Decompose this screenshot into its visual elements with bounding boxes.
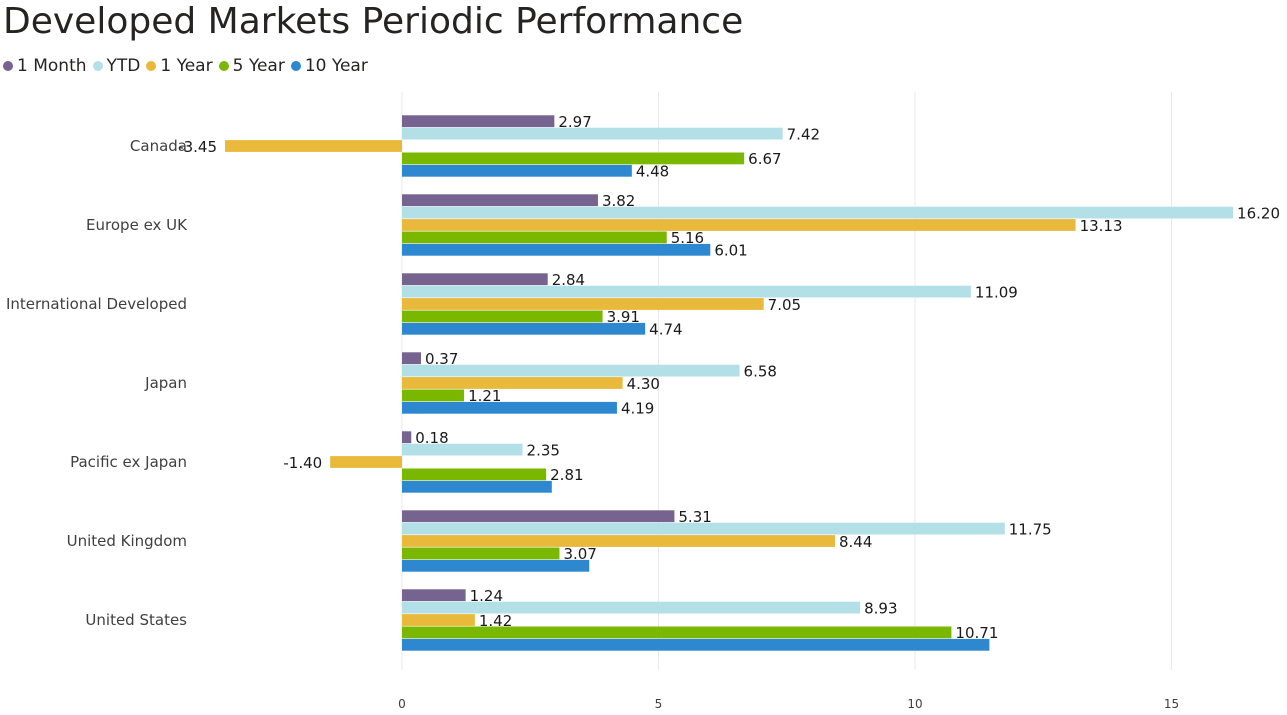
data-label: 0.18 [415, 429, 448, 447]
legend-dot-icon [290, 61, 301, 71]
data-label: 8.44 [839, 533, 872, 551]
legend-item-3[interactable]: 5 Year [218, 56, 285, 76]
data-label: 5.31 [678, 508, 711, 526]
legend-label: 10 Year [304, 56, 368, 76]
data-label: 4.30 [627, 375, 660, 393]
legend-item-0[interactable]: 1 Month [3, 56, 87, 76]
legend-item-2[interactable]: 1 Year [146, 56, 213, 76]
data-label: 1.42 [479, 612, 512, 630]
bar [402, 127, 783, 140]
data-label: 4.74 [649, 321, 682, 339]
chart-title: Developed Markets Periodic Performance [3, 1, 744, 42]
data-label: 6.58 [744, 362, 777, 380]
x-tick-label: 0 [398, 697, 406, 711]
bar [402, 510, 675, 523]
data-label: 11.09 [975, 283, 1018, 301]
bar [402, 601, 861, 614]
bar [402, 614, 475, 626]
bar [402, 219, 1076, 231]
data-label: 16.20 [1237, 204, 1280, 222]
bar [402, 164, 632, 177]
data-label: 1.24 [470, 587, 503, 605]
bar [402, 194, 598, 207]
bar [225, 140, 402, 152]
data-label: 3.07 [563, 545, 596, 563]
legend-label: 5 Year [232, 56, 285, 76]
category-label: International Developed [6, 295, 187, 313]
x-tick-label: 5 [655, 697, 663, 711]
legend-dot-icon [146, 61, 157, 71]
data-label: 3.82 [602, 192, 635, 210]
bar [402, 431, 412, 444]
bar [402, 115, 555, 128]
bar [402, 377, 623, 389]
data-label: -1.40 [283, 454, 322, 472]
bar [330, 456, 402, 468]
data-label: 3.91 [607, 308, 640, 326]
bar [402, 389, 465, 402]
legend-label: YTD [106, 56, 141, 76]
data-label: 4.19 [621, 400, 654, 418]
bar [402, 352, 421, 365]
bar [402, 298, 764, 310]
bar [402, 231, 667, 244]
data-label: 6.67 [748, 150, 781, 168]
data-label: 8.93 [864, 599, 897, 617]
bar [402, 273, 548, 286]
legend-dot-icon [3, 61, 13, 71]
x-tick-label: 10 [907, 697, 922, 711]
category-label: Canada [130, 137, 187, 155]
bar [402, 364, 740, 377]
category-label: United Kingdom [67, 532, 187, 550]
data-label: 2.97 [558, 113, 591, 131]
data-label: 7.42 [787, 125, 820, 143]
data-label: 10.71 [955, 624, 998, 642]
bar [402, 310, 603, 323]
category-label: United States [85, 611, 187, 629]
bar [402, 152, 745, 165]
legend-dot-icon [218, 61, 229, 71]
bar [402, 468, 547, 481]
bar [402, 443, 523, 456]
bar [402, 547, 560, 560]
category-label: Japan [144, 374, 187, 392]
x-tick-label: 15 [1164, 697, 1179, 711]
legend: 1 Month YTD 1 Year 5 Year 10 Year [3, 54, 374, 78]
data-label: 4.48 [636, 163, 669, 181]
data-label: 2.84 [552, 271, 585, 289]
bar [402, 522, 1005, 535]
data-label: 2.35 [527, 441, 560, 459]
data-label: 5.16 [671, 229, 704, 247]
legend-label: 1 Year [160, 56, 213, 76]
data-label: -3.45 [178, 138, 217, 156]
bar [402, 638, 990, 651]
data-label: 6.01 [714, 242, 747, 260]
legend-label: 1 Month [17, 56, 87, 76]
category-label: Europe ex UK [86, 216, 188, 234]
data-label: 11.75 [1009, 520, 1052, 538]
bar [402, 206, 1234, 219]
bar [402, 559, 590, 572]
bar [402, 401, 617, 414]
data-label: 0.37 [425, 350, 458, 368]
legend-dot-icon [92, 61, 103, 71]
legend-item-4[interactable]: 10 Year [290, 56, 368, 76]
data-label: 1.21 [468, 387, 501, 405]
category-label: Pacific ex Japan [70, 453, 187, 471]
bar [402, 243, 711, 256]
bar [402, 535, 835, 547]
bar [402, 589, 466, 602]
bar [402, 322, 646, 335]
bar [402, 626, 952, 639]
bar [402, 285, 971, 298]
legend-item-1[interactable]: YTD [92, 56, 141, 76]
data-label: 13.13 [1080, 217, 1123, 235]
data-label: 7.05 [768, 296, 801, 314]
bar [402, 480, 552, 493]
data-label: 2.81 [550, 466, 583, 484]
